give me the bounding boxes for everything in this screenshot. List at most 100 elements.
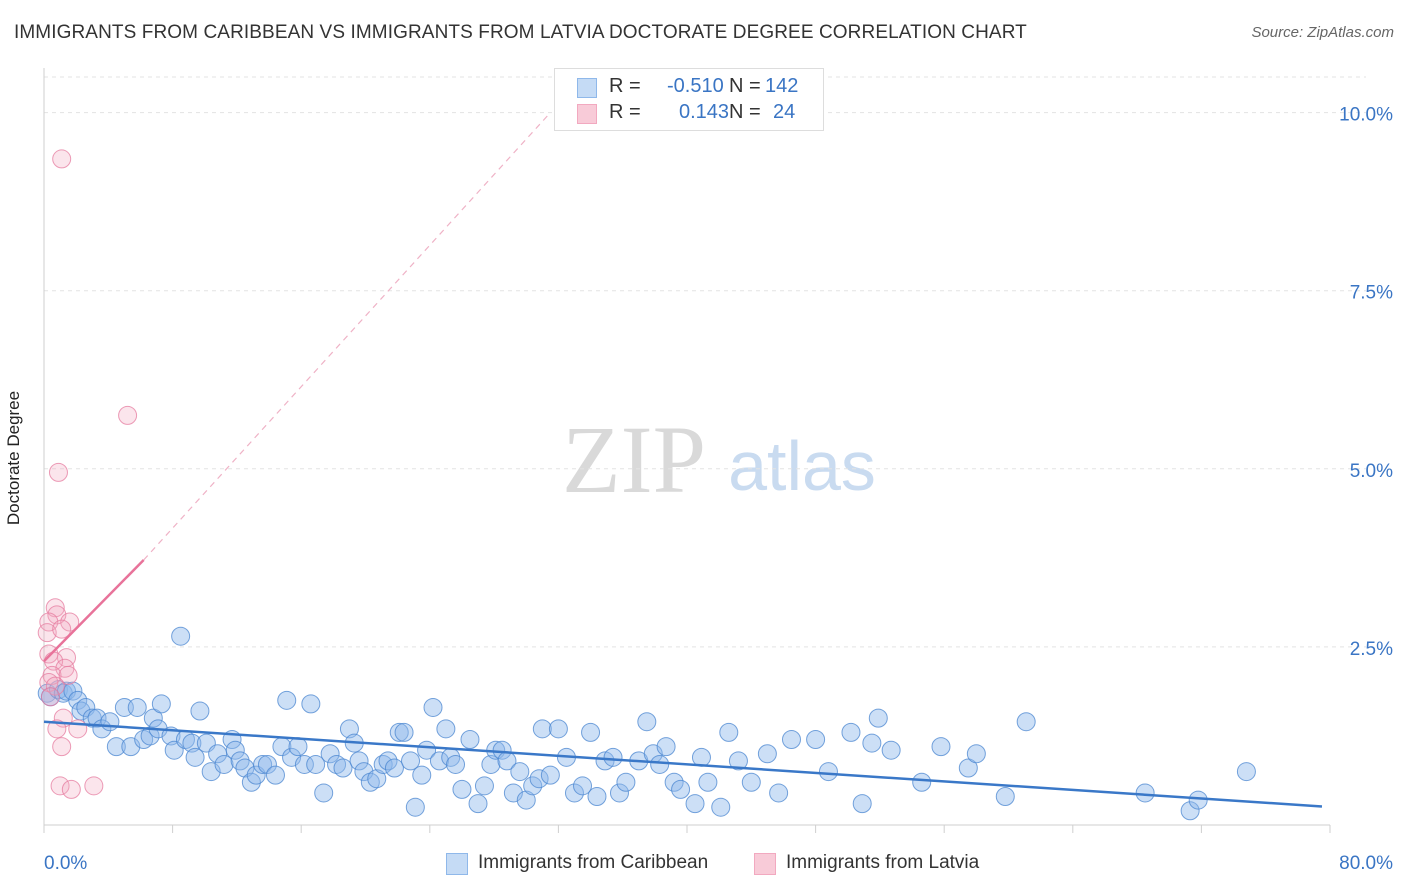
legend-n-label: N = [729,75,761,97]
point-caribbean [253,754,273,774]
point-caribbean [912,772,932,792]
point-caribbean [481,754,501,774]
point-caribbean [360,772,380,792]
point-caribbean [540,765,560,785]
point-latvia [47,719,67,739]
point-caribbean [806,730,826,750]
x-tick-label: 0.0% [44,853,87,874]
point-latvia [37,623,57,643]
point-caribbean [143,708,163,728]
point-caribbean [781,730,801,750]
point-caribbean [127,697,147,717]
point-latvia [61,779,81,799]
point-caribbean [182,733,202,753]
point-caribbean [460,730,480,750]
point-caribbean [394,722,414,742]
point-caribbean [616,772,636,792]
point-caribbean [333,758,353,778]
point-caribbean [185,747,205,767]
point-latvia [50,776,70,796]
point-latvia [39,673,59,693]
point-latvia [48,462,68,482]
legend-n-value: 142 [765,75,799,97]
point-caribbean [339,719,359,739]
point-caribbean [327,754,347,774]
bottom-legend-label-caribbean: Immigrants from Caribbean [478,852,709,873]
correlation-legend: R = -0.510 N = 142 R = 0.143 N = 24 [554,68,824,131]
chart-title: IMMIGRANTS FROM CARIBBEAN VS IMMIGRANTS … [14,22,1027,43]
legend-r-label: R = [609,75,641,97]
trend-line-latvia-extension [143,112,551,561]
point-caribbean [100,712,120,732]
legend-swatch-latvia [577,104,597,124]
point-caribbean [958,758,978,778]
point-latvia [52,619,72,639]
point-caribbean [265,765,285,785]
point-caribbean [1188,790,1208,810]
point-latvia [45,676,65,696]
point-caribbean [881,740,901,760]
bottom-legend-swatch-latvia [754,853,776,875]
point-caribbean [650,754,670,774]
point-caribbean [664,772,684,792]
point-caribbean [931,737,951,757]
point-caribbean [711,797,731,817]
point-latvia [52,149,72,169]
point-caribbean [862,733,882,753]
point-caribbean [389,722,409,742]
point-caribbean [818,762,838,782]
point-caribbean [301,694,321,714]
point-caribbean [214,754,234,774]
y-tick-label: 7.5% [1350,283,1393,304]
point-caribbean [367,769,387,789]
point-caribbean [603,747,623,767]
point-caribbean [68,690,88,710]
point-caribbean [320,744,340,764]
point-latvia [118,405,138,425]
y-axis-label: Doctorate Degree [4,390,23,526]
point-caribbean [757,744,777,764]
point-caribbean [378,751,398,771]
point-caribbean [468,794,488,814]
point-caribbean [277,690,297,710]
point-caribbean [63,681,83,701]
source-label: Source: ZipAtlas.com [1251,24,1394,41]
point-latvia [58,665,78,685]
legend-n-value: 24 [773,101,796,123]
point-caribbean [728,751,748,771]
point-caribbean [1236,762,1256,782]
point-caribbean [412,765,432,785]
point-caribbean [995,787,1015,807]
point-caribbean [405,797,425,817]
point-caribbean [1180,801,1200,821]
point-caribbean [1135,783,1155,803]
legend-swatch-caribbean [577,78,597,98]
point-latvia [45,598,65,618]
point-caribbean [257,754,277,774]
point-caribbean [769,783,789,803]
y-tick-label: 5.0% [1350,461,1393,482]
point-caribbean [671,779,691,799]
point-latvia [52,737,72,757]
point-caribbean [510,762,530,782]
point-caribbean [436,719,456,739]
point-latvia [40,687,60,707]
point-caribbean [516,790,536,810]
point-caribbean [691,747,711,767]
point-caribbean [868,708,888,728]
legend-r-label: R = [609,101,641,123]
point-caribbean [609,783,629,803]
point-caribbean [532,719,552,739]
point-caribbean [698,772,718,792]
watermark: ZIP atlas [562,406,876,513]
point-caribbean [523,776,543,796]
legend-r-value: -0.510 [667,75,724,97]
point-caribbean [564,783,584,803]
point-caribbean [587,787,607,807]
y-tick-label: 10.0% [1339,105,1393,126]
point-caribbean [637,712,657,732]
point-caribbean [225,740,245,760]
point-caribbean [306,754,326,774]
point-caribbean [106,737,126,757]
bottom-legend-label-latvia: Immigrants from Latvia [786,852,980,873]
